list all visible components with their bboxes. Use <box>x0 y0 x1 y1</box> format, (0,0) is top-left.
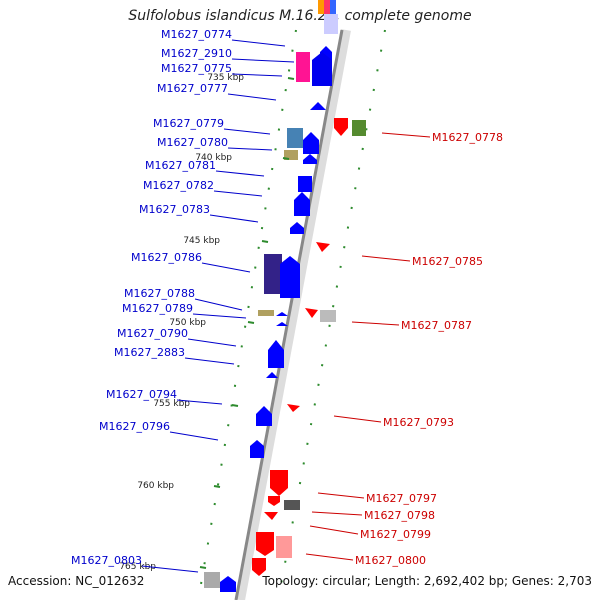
forward-gene-name[interactable]: M1627_2910 <box>161 47 232 60</box>
forward-gene-label[interactable]: M1627_2883 <box>114 346 235 365</box>
forward-gene-name[interactable]: M1627_0783 <box>139 203 210 216</box>
forward-gene-name[interactable]: M1627_0774 <box>161 28 232 41</box>
forward-gene-label[interactable]: M1627_0794 <box>106 388 223 405</box>
reverse-gene-name[interactable]: M1627_0778 <box>432 131 503 144</box>
backbone-shadow <box>235 29 351 600</box>
scale-tick-label: 740 kbp <box>195 153 232 163</box>
forward-gene-label[interactable]: M1627_0788 <box>124 287 243 311</box>
scale-tick-label: 745 kbp <box>183 236 220 246</box>
forward-gene-name[interactable]: M1627_0789 <box>122 302 193 315</box>
scale-tick: 755 kbp <box>153 399 239 409</box>
reverse-features <box>252 118 366 576</box>
reverse-gene-name[interactable]: M1627_0793 <box>383 416 454 429</box>
forward-gene-label[interactable]: M1627_0780 <box>157 136 273 151</box>
forward-gene-name[interactable]: M1627_0777 <box>157 82 228 95</box>
genome-stats-label: Topology: circular; Length: 2,692,402 bp… <box>262 574 592 588</box>
forward-gene-name[interactable]: M1627_0790 <box>117 327 188 340</box>
forward-features <box>204 46 332 592</box>
reverse-gene-label[interactable]: M1627_0799 <box>309 525 431 541</box>
scale-tick: 740 kbp <box>195 153 290 163</box>
forward-gene-label[interactable]: M1627_0783 <box>139 203 259 223</box>
forward-gene-name[interactable]: M1627_0786 <box>131 251 202 264</box>
forward-gene-name[interactable]: M1627_0780 <box>157 136 228 149</box>
scale-tick: 735 kbp <box>207 73 295 83</box>
reverse-gene-name[interactable]: M1627_0799 <box>360 528 431 541</box>
scale-tick: 760 kbp <box>137 481 221 491</box>
reverse-gene-label[interactable]: M1627_0800 <box>305 553 426 567</box>
scale-tick-label: 760 kbp <box>137 481 174 491</box>
forward-gene-name[interactable]: M1627_0781 <box>145 159 216 172</box>
forward-gene-name[interactable]: M1627_2883 <box>114 346 185 359</box>
forward-gene-name[interactable]: M1627_0782 <box>143 179 214 192</box>
forward-gene-label[interactable]: M1627_0786 <box>131 251 251 273</box>
forward-gene-label[interactable]: M1627_0790 <box>117 327 237 347</box>
scale-tick: 765 kbp <box>119 562 207 572</box>
forward-gene-name[interactable]: M1627_0775 <box>161 62 232 75</box>
scale-tick-label: 750 kbp <box>169 318 206 328</box>
scale-tick-label: 765 kbp <box>119 562 156 572</box>
forward-gene-name[interactable]: M1627_0796 <box>99 420 170 433</box>
reverse-gene-label[interactable]: M1627_0785 <box>361 255 483 268</box>
forward-gene-label[interactable]: M1627_0782 <box>143 179 263 197</box>
reverse-gene-label[interactable]: M1627_0787 <box>351 319 472 332</box>
reverse-gene-name[interactable]: M1627_0800 <box>355 554 426 567</box>
reverse-gene-label[interactable]: M1627_0778 <box>381 131 503 144</box>
forward-gene-label[interactable]: M1627_0796 <box>99 420 219 441</box>
reverse-gene-label[interactable]: M1627_0793 <box>333 415 454 429</box>
forward-gene-label[interactable]: M1627_0777 <box>157 82 277 101</box>
label-layer: M1627_0774 M1627_2910 M1627_0775 M1627_0777… <box>71 28 503 573</box>
forward-gene-name[interactable]: M1627_0794 <box>106 388 177 401</box>
scale-tick-label: 755 kbp <box>153 399 190 409</box>
reverse-gene-label[interactable]: M1627_0797 <box>317 492 437 505</box>
top-feature-strip <box>318 0 338 34</box>
reverse-gene-name[interactable]: M1627_0787 <box>401 319 472 332</box>
scale-tick-label: 735 kbp <box>207 73 244 83</box>
scale-tick: 750 kbp <box>169 318 255 328</box>
forward-gene-label[interactable]: M1627_0775 <box>161 62 283 77</box>
reverse-gene-name[interactable]: M1627_0797 <box>366 492 437 505</box>
forward-gene-label[interactable]: M1627_2910 <box>161 47 295 63</box>
forward-gene-name[interactable]: M1627_0803 <box>71 554 142 567</box>
forward-gene-label[interactable]: M1627_0774 <box>161 28 286 47</box>
reverse-gene-name[interactable]: M1627_0798 <box>364 509 435 522</box>
forward-gene-label[interactable]: M1627_0789 <box>122 302 247 319</box>
tick-layer: 735 kbp 740 kbp 745 kbp 750 kbp 755 kbp 760 k… <box>119 73 295 572</box>
scale-tick: 745 kbp <box>183 236 269 246</box>
reverse-gene-name[interactable]: M1627_0785 <box>412 255 483 268</box>
accession-label: Accession: NC_012632 <box>8 574 145 588</box>
forward-gene-name[interactable]: M1627_0779 <box>153 117 224 130</box>
forward-gene-label[interactable]: M1627_0779 <box>153 117 271 135</box>
forward-gene-label[interactable]: M1627_0781 <box>145 159 265 177</box>
backbone <box>234 29 344 600</box>
map-title: Sulfolobus islandicus M.16.27, complete … <box>128 8 472 24</box>
forward-gene-name[interactable]: M1627_0788 <box>124 287 195 300</box>
forward-gene-label[interactable]: M1627_0803 <box>71 554 199 573</box>
forward-guide-line <box>199 29 297 591</box>
reverse-gene-label[interactable]: M1627_0798 <box>311 509 435 522</box>
